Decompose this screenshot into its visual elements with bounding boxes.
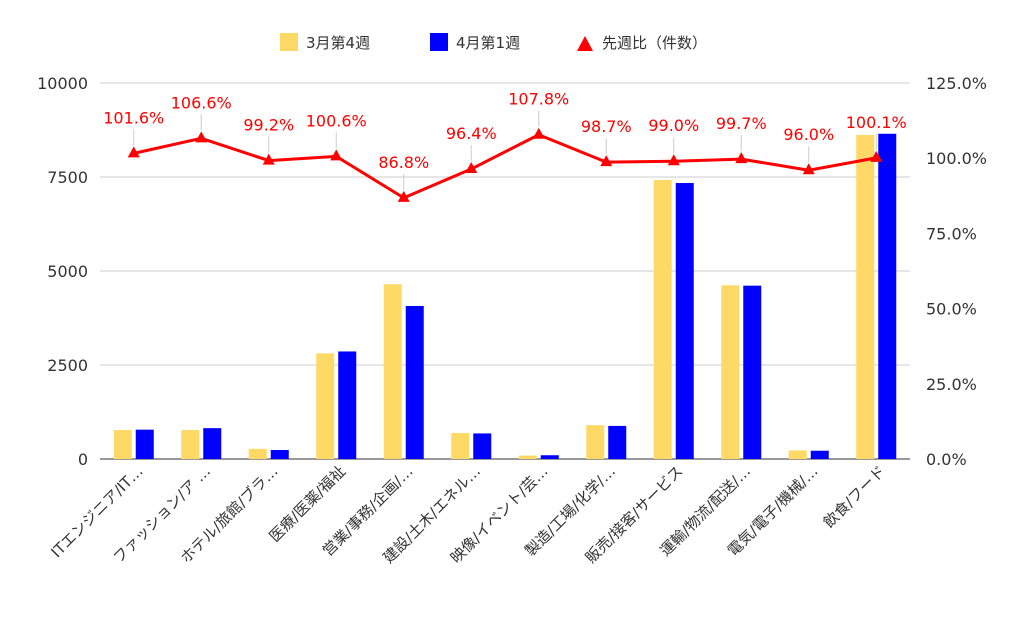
- line-data-label: 86.8%: [378, 153, 429, 172]
- bar-series1: [653, 180, 672, 459]
- y-right-tick-label: 125.0%: [926, 74, 987, 93]
- line-data-label: 107.8%: [508, 90, 569, 109]
- legend-label-1: 4月第1週: [456, 34, 520, 52]
- y-axis-right: 0.0% 25.0% 50.0% 75.0% 100.0% 125.0%: [926, 74, 987, 469]
- line-data-label: 98.7%: [581, 117, 632, 136]
- bar-series2: [203, 428, 222, 459]
- bar-series2: [878, 133, 897, 459]
- y-left-tick-label: 10000: [37, 74, 88, 93]
- line-series: 101.6% 106.6% 99.2% 100.6% 86.8% 96.4% 107.8% 9…: [103, 90, 907, 202]
- line-point: [195, 131, 208, 143]
- line-data-label: 101.6%: [103, 108, 164, 127]
- x-axis-labels: ITエンジニア/IT…ファッション/ア …ホテル/旅館/ブラ…医療/医薬/福祉営…: [47, 462, 889, 567]
- chart-grid: [100, 82, 910, 460]
- y-left-tick-label: 2500: [47, 356, 88, 375]
- bar-series2: [540, 455, 559, 459]
- bar-series1: [383, 284, 402, 459]
- bar-series1: [856, 134, 875, 459]
- bar-series2: [405, 305, 424, 459]
- legend-swatch-0: [280, 33, 298, 51]
- bar-series1: [316, 353, 335, 459]
- y-right-tick-label: 0.0%: [926, 450, 967, 469]
- legend-swatch-1: [430, 33, 448, 51]
- bar-series2: [270, 449, 289, 459]
- bar-series1: [113, 430, 132, 459]
- bar-series2: [135, 429, 154, 459]
- y-left-tick-label: 7500: [47, 168, 88, 187]
- bar-series1: [451, 433, 470, 459]
- y-right-tick-label: 100.0%: [926, 149, 987, 168]
- line-data-label: 100.1%: [846, 113, 907, 132]
- line-point: [465, 162, 478, 174]
- legend-label-2: 先週比（件数）: [602, 34, 707, 52]
- line-point: [667, 154, 680, 166]
- bar-series2: [473, 433, 492, 459]
- line-data-label: 100.6%: [306, 111, 367, 130]
- bar-series2: [675, 183, 694, 460]
- y-right-tick-label: 25.0%: [926, 375, 977, 394]
- bar-series1: [248, 448, 267, 459]
- line-point: [600, 155, 613, 167]
- bar-series2: [338, 351, 357, 459]
- line-path: [133, 133, 877, 200]
- y-right-tick-label: 75.0%: [926, 224, 977, 243]
- bar-series1: [721, 285, 740, 459]
- legend-marker-2: [577, 36, 593, 51]
- y-left-tick-label: 0: [78, 450, 88, 469]
- bar-series: [113, 133, 897, 460]
- y-right-tick-label: 50.0%: [926, 300, 977, 319]
- line-data-label: 106.6%: [171, 93, 232, 112]
- line-data-label: 99.7%: [716, 114, 767, 133]
- line-data-label: 96.0%: [783, 125, 834, 144]
- line-point: [262, 153, 275, 165]
- y-axis-left: 0 2500 5000 7500 10000: [37, 74, 88, 469]
- chart-legend: 3月第4週 4月第1週 先週比（件数）: [280, 33, 707, 52]
- legend-label-0: 3月第4週: [306, 34, 370, 52]
- line-point: [397, 190, 410, 202]
- bar-series1: [181, 430, 200, 459]
- line-data-label: 99.2%: [243, 116, 294, 135]
- bar-series1: [586, 425, 605, 459]
- line-point: [330, 149, 343, 161]
- y-left-tick-label: 5000: [47, 262, 88, 281]
- bar-series1: [518, 455, 537, 459]
- bar-series2: [810, 450, 829, 459]
- line-data-label: 99.0%: [648, 116, 699, 135]
- line-point: [127, 146, 140, 158]
- line-data-label: 96.4%: [446, 124, 497, 143]
- bar-series1: [788, 450, 807, 459]
- bar-series2: [608, 425, 627, 459]
- line-point: [870, 150, 883, 162]
- line-point: [735, 152, 748, 164]
- line-point: [802, 163, 815, 175]
- bar-series2: [743, 285, 762, 459]
- x-tick-label: 飲食/フード: [820, 462, 889, 531]
- line-point: [532, 127, 545, 139]
